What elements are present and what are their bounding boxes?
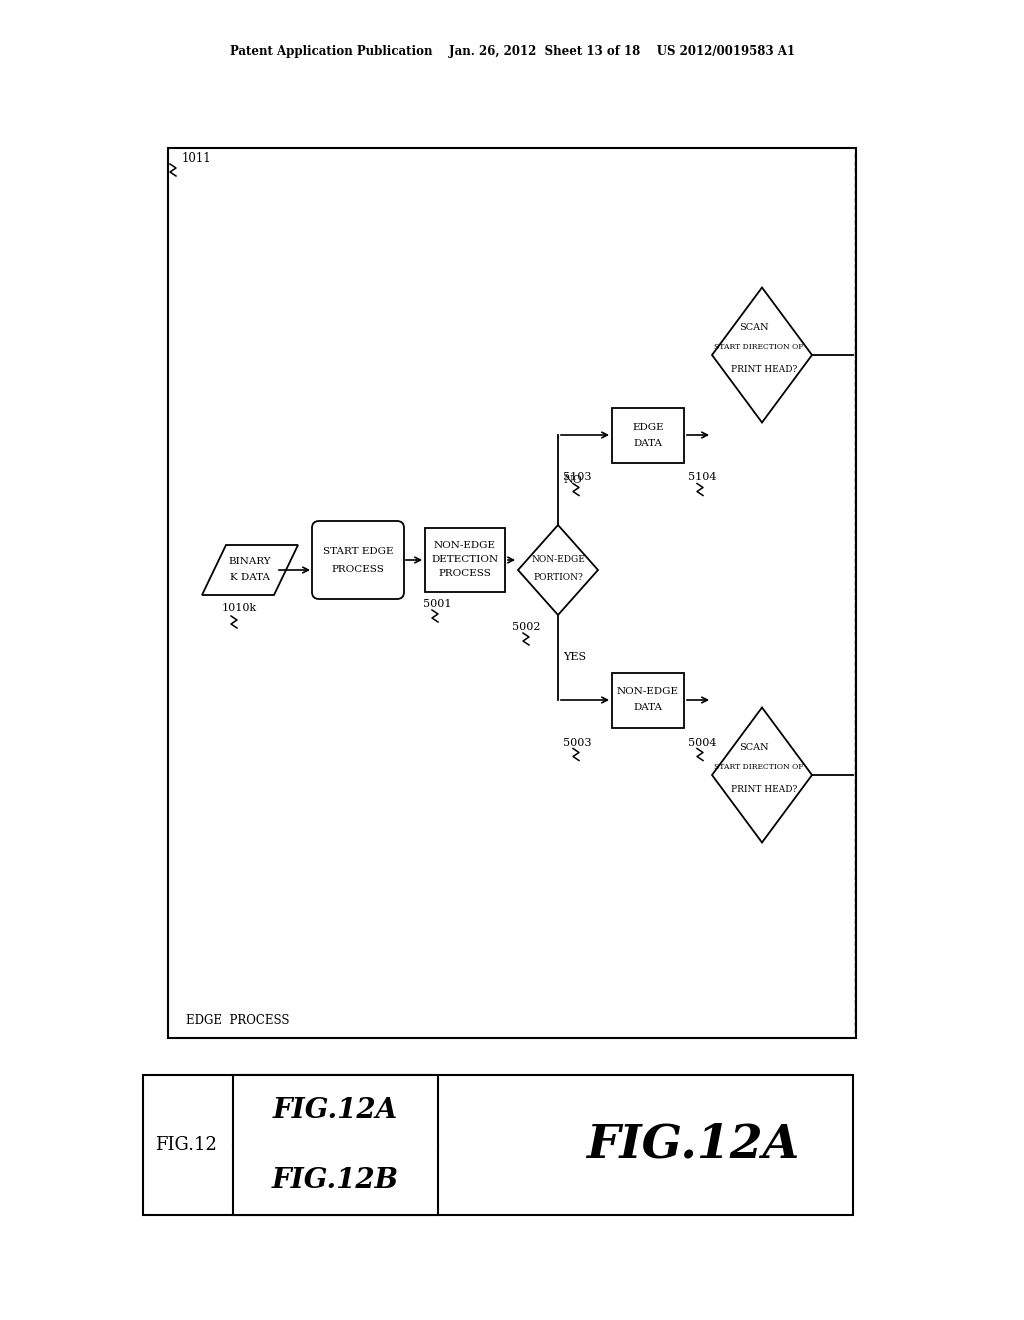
- Text: K DATA: K DATA: [230, 573, 270, 582]
- Text: NON-EDGE: NON-EDGE: [531, 556, 585, 565]
- Polygon shape: [712, 288, 812, 422]
- Text: PRINT HEAD?: PRINT HEAD?: [731, 364, 797, 374]
- Bar: [425, 528, 505, 591]
- Text: NON-EDGE: NON-EDGE: [617, 688, 679, 697]
- Polygon shape: [712, 708, 812, 842]
- Text: START EDGE: START EDGE: [323, 546, 393, 556]
- Text: BINARY: BINARY: [228, 557, 271, 566]
- Text: DETECTION: DETECTION: [431, 556, 499, 565]
- Text: 5002: 5002: [512, 622, 541, 632]
- Text: FIG.12: FIG.12: [155, 1137, 217, 1154]
- Text: SCAN: SCAN: [739, 742, 769, 751]
- Text: START DIRECTION OF: START DIRECTION OF: [715, 343, 804, 351]
- Text: 1011: 1011: [182, 152, 212, 165]
- Text: EDGE  PROCESS: EDGE PROCESS: [186, 1014, 290, 1027]
- Polygon shape: [202, 545, 298, 595]
- Text: 5004: 5004: [688, 738, 717, 747]
- Text: 1010k: 1010k: [222, 603, 257, 612]
- Polygon shape: [518, 525, 598, 615]
- Text: FIG.12A: FIG.12A: [272, 1097, 397, 1123]
- FancyBboxPatch shape: [312, 521, 404, 599]
- Text: START DIRECTION OF: START DIRECTION OF: [715, 763, 804, 771]
- Text: Patent Application Publication    Jan. 26, 2012  Sheet 13 of 18    US 2012/00195: Patent Application Publication Jan. 26, …: [229, 45, 795, 58]
- Text: EDGE: EDGE: [632, 422, 664, 432]
- Text: PROCESS: PROCESS: [332, 565, 384, 573]
- Text: PROCESS: PROCESS: [438, 569, 492, 578]
- Text: 5103: 5103: [563, 473, 592, 483]
- Text: FIG.12B: FIG.12B: [271, 1167, 398, 1193]
- Bar: [612, 408, 684, 462]
- Text: 5104: 5104: [688, 473, 717, 483]
- Text: FIG.12A: FIG.12A: [587, 1122, 800, 1168]
- Text: DATA: DATA: [634, 704, 663, 713]
- Text: 5003: 5003: [563, 738, 592, 747]
- Bar: [168, 148, 856, 1038]
- Text: NO: NO: [563, 475, 582, 484]
- Bar: [612, 672, 684, 727]
- Bar: [143, 1074, 853, 1214]
- Text: 5001: 5001: [423, 599, 452, 609]
- Text: YES: YES: [563, 652, 586, 663]
- Text: PRINT HEAD?: PRINT HEAD?: [731, 784, 797, 793]
- Text: NON-EDGE: NON-EDGE: [434, 541, 496, 550]
- Text: DATA: DATA: [634, 438, 663, 447]
- Text: SCAN: SCAN: [739, 322, 769, 331]
- Text: PORTION?: PORTION?: [534, 573, 583, 582]
- Bar: [233, 1074, 438, 1214]
